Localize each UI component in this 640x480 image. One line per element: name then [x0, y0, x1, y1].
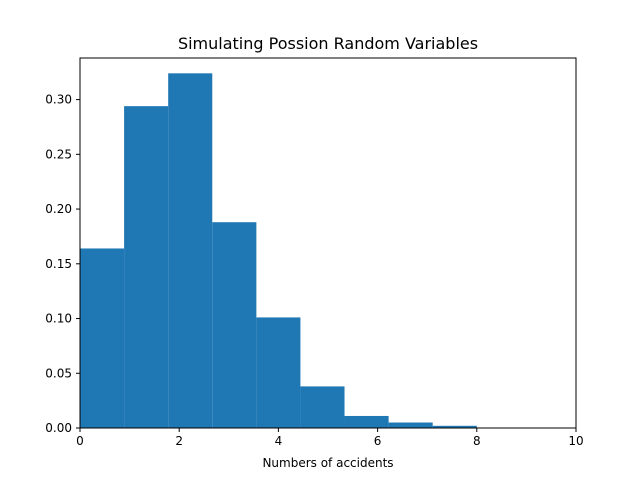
y-axis: 0.00 0.05 0.10 0.15 0.20 0.25 0.30	[45, 93, 80, 435]
histogram-bar-6	[344, 415, 389, 428]
x-tick-label: 6	[374, 434, 382, 448]
y-tick-label: 0.20	[45, 202, 72, 216]
histogram-bar-7	[388, 422, 433, 428]
y-tick-label: 0.05	[45, 366, 72, 380]
y-tick-label: 0.30	[45, 93, 72, 107]
x-tick-label: 4	[275, 434, 283, 448]
x-tick-label: 10	[568, 434, 583, 448]
histogram-bar-3	[212, 222, 257, 428]
histogram-bar-2	[168, 73, 213, 429]
x-axis: 0 2 4 6 8 10	[76, 428, 584, 448]
histogram-bar-1	[124, 106, 169, 428]
histogram-bar-8	[432, 425, 477, 428]
y-tick-label: 0.25	[45, 147, 72, 161]
bars-group	[80, 73, 477, 429]
x-axis-label: Numbers of accidents	[262, 456, 393, 470]
x-tick-label: 8	[473, 434, 481, 448]
x-tick-label: 2	[175, 434, 183, 448]
y-tick-label: 0.15	[45, 257, 72, 271]
histogram-bar-5	[300, 386, 345, 428]
chart-title: Simulating Possion Random Variables	[178, 34, 478, 53]
y-tick-label: 0.10	[45, 312, 72, 326]
histogram-bar-4	[256, 317, 301, 428]
plot-frame	[79, 57, 577, 429]
y-tick-label: 0.00	[45, 421, 72, 435]
x-tick-label: 0	[76, 434, 84, 448]
histogram-bar-0	[80, 248, 125, 428]
